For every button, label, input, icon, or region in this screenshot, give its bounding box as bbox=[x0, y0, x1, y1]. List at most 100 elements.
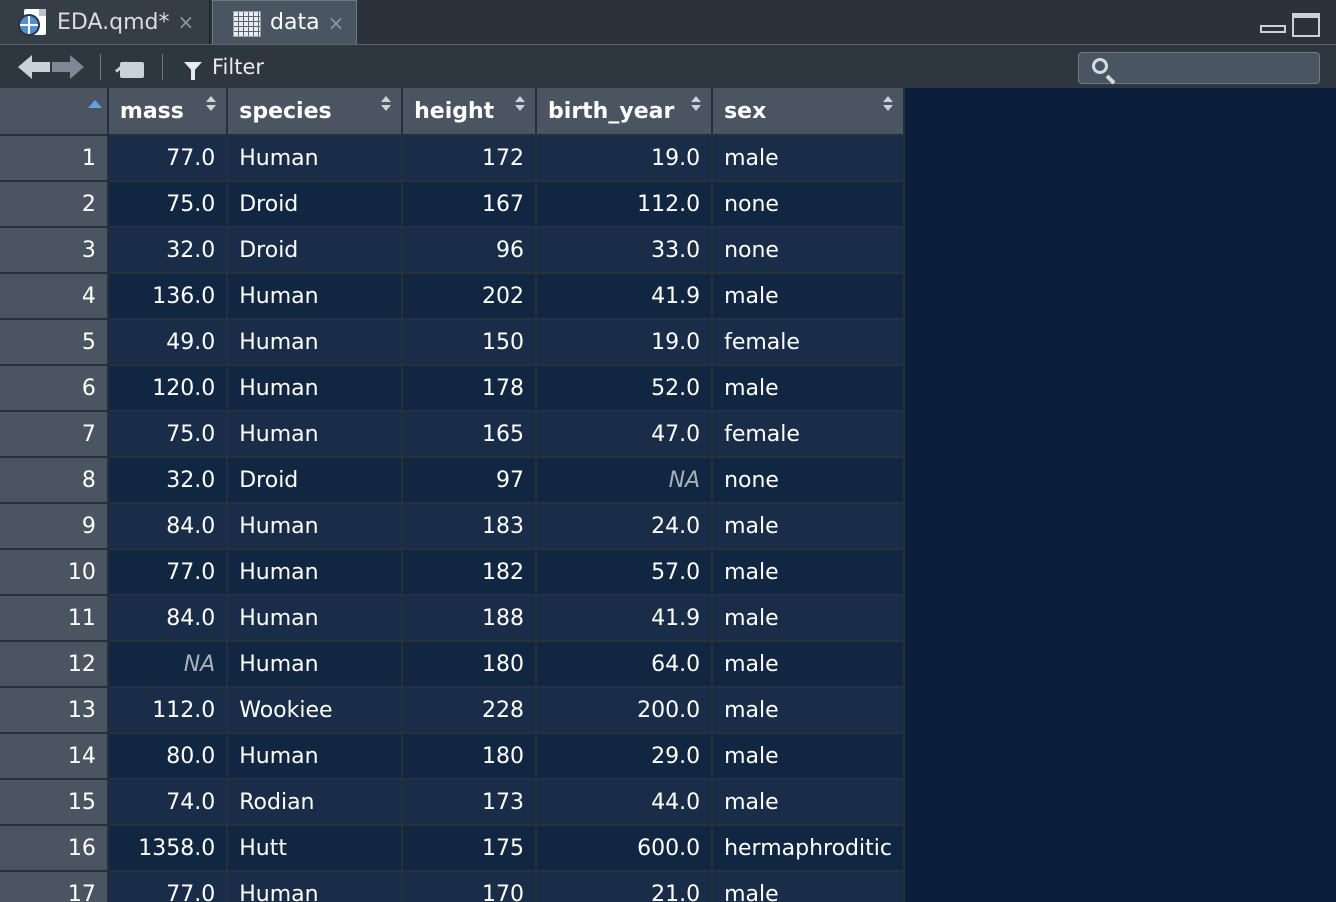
table-row[interactable]: 8 32.0 Droid 97 NA none bbox=[0, 458, 905, 504]
cell-species[interactable]: Human bbox=[228, 872, 404, 902]
cell-height[interactable]: 173 bbox=[403, 780, 538, 826]
cell-species[interactable]: Droid bbox=[228, 228, 404, 274]
table-row[interactable]: 6 120.0 Human 178 52.0 male bbox=[0, 366, 905, 412]
cell-sex[interactable]: male bbox=[713, 550, 905, 596]
cell-birth-year[interactable]: 29.0 bbox=[537, 734, 714, 780]
cell-mass[interactable]: 77.0 bbox=[108, 872, 229, 902]
cell-sex[interactable]: female bbox=[713, 320, 905, 366]
cell-species[interactable]: Human bbox=[228, 274, 404, 320]
cell-height[interactable]: 182 bbox=[403, 550, 538, 596]
cell-species[interactable]: Human bbox=[228, 366, 404, 412]
cell-species[interactable]: Droid bbox=[228, 182, 404, 228]
cell-height[interactable]: 175 bbox=[403, 826, 538, 872]
cell-height[interactable]: 165 bbox=[403, 412, 538, 458]
cell-height[interactable]: 180 bbox=[403, 642, 538, 688]
cell-birth-year[interactable]: 57.0 bbox=[537, 550, 714, 596]
data-table-viewport[interactable]: mass species height birth_year sex bbox=[0, 88, 905, 902]
table-row[interactable]: 9 84.0 Human 183 24.0 male bbox=[0, 504, 905, 550]
sort-icon[interactable] bbox=[691, 96, 702, 114]
cell-sex[interactable]: none bbox=[713, 228, 905, 274]
cell-birth-year[interactable]: 19.0 bbox=[537, 136, 714, 182]
cell-mass[interactable]: 84.0 bbox=[108, 504, 229, 550]
cell-mass[interactable]: 120.0 bbox=[108, 366, 229, 412]
cell-species[interactable]: Wookiee bbox=[228, 688, 404, 734]
cell-mass[interactable]: 49.0 bbox=[108, 320, 229, 366]
cell-sex[interactable]: male bbox=[713, 734, 905, 780]
cell-sex[interactable]: none bbox=[713, 458, 905, 504]
sort-icon[interactable] bbox=[515, 96, 526, 114]
column-header-mass[interactable]: mass bbox=[108, 88, 229, 136]
cell-height[interactable]: 228 bbox=[403, 688, 538, 734]
cell-sex[interactable]: male bbox=[713, 366, 905, 412]
cell-birth-year[interactable]: 21.0 bbox=[537, 872, 714, 902]
table-row[interactable]: 15 74.0 Rodian 173 44.0 male bbox=[0, 780, 905, 826]
cell-species[interactable]: Human bbox=[228, 412, 404, 458]
cell-sex[interactable]: male bbox=[713, 780, 905, 826]
cell-species[interactable]: Human bbox=[228, 642, 404, 688]
table-row[interactable]: 12 NA Human 180 64.0 male bbox=[0, 642, 905, 688]
cell-birth-year[interactable]: 41.9 bbox=[537, 596, 714, 642]
cell-height[interactable]: 150 bbox=[403, 320, 538, 366]
cell-mass[interactable]: 112.0 bbox=[108, 688, 229, 734]
table-row[interactable]: 11 84.0 Human 188 41.9 male bbox=[0, 596, 905, 642]
cell-height[interactable]: 167 bbox=[403, 182, 538, 228]
column-header-birth-year[interactable]: birth_year bbox=[537, 88, 714, 136]
table-row[interactable]: 7 75.0 Human 165 47.0 female bbox=[0, 412, 905, 458]
cell-sex[interactable]: male bbox=[713, 596, 905, 642]
cell-mass[interactable]: NA bbox=[108, 642, 229, 688]
forward-arrow-icon[interactable] bbox=[52, 53, 84, 81]
cell-height[interactable]: 202 bbox=[403, 274, 538, 320]
sort-icon[interactable] bbox=[381, 96, 392, 114]
cell-mass[interactable]: 136.0 bbox=[108, 274, 229, 320]
search-box[interactable] bbox=[1078, 52, 1320, 84]
tab-data[interactable]: data × bbox=[212, 0, 357, 44]
cell-sex[interactable]: none bbox=[713, 182, 905, 228]
cell-birth-year[interactable]: NA bbox=[537, 458, 714, 504]
cell-birth-year[interactable]: 47.0 bbox=[537, 412, 714, 458]
table-row[interactable]: 4 136.0 Human 202 41.9 male bbox=[0, 274, 905, 320]
cell-birth-year[interactable]: 24.0 bbox=[537, 504, 714, 550]
cell-birth-year[interactable]: 200.0 bbox=[537, 688, 714, 734]
sort-icon[interactable] bbox=[206, 96, 217, 114]
cell-height[interactable]: 172 bbox=[403, 136, 538, 182]
column-header-species[interactable]: species bbox=[228, 88, 404, 136]
filter-button[interactable]: Filter bbox=[184, 51, 264, 83]
close-icon[interactable]: × bbox=[327, 10, 345, 35]
cell-mass[interactable]: 84.0 bbox=[108, 596, 229, 642]
cell-species[interactable]: Human bbox=[228, 320, 404, 366]
cell-species[interactable]: Human bbox=[228, 734, 404, 780]
cell-sex[interactable]: female bbox=[713, 412, 905, 458]
cell-sex[interactable]: male bbox=[713, 136, 905, 182]
row-number-header[interactable] bbox=[0, 88, 109, 136]
cell-species[interactable]: Human bbox=[228, 550, 404, 596]
back-arrow-icon[interactable] bbox=[18, 53, 50, 81]
column-header-height[interactable]: height bbox=[403, 88, 538, 136]
cell-species[interactable]: Hutt bbox=[228, 826, 404, 872]
cell-sex[interactable]: male bbox=[713, 274, 905, 320]
cell-mass[interactable]: 75.0 bbox=[108, 412, 229, 458]
cell-mass[interactable]: 32.0 bbox=[108, 228, 229, 274]
cell-birth-year[interactable]: 64.0 bbox=[537, 642, 714, 688]
table-row[interactable]: 1 77.0 Human 172 19.0 male bbox=[0, 136, 905, 182]
cell-birth-year[interactable]: 33.0 bbox=[537, 228, 714, 274]
table-row[interactable]: 16 1358.0 Hutt 175 600.0 hermaphroditic bbox=[0, 826, 905, 872]
cell-species[interactable]: Rodian bbox=[228, 780, 404, 826]
tab-eda-qmd[interactable]: EDA.qmd* × bbox=[0, 0, 210, 44]
show-in-new-window-icon[interactable] bbox=[114, 54, 146, 80]
cell-sex[interactable]: hermaphroditic bbox=[713, 826, 905, 872]
table-row[interactable]: 13 112.0 Wookiee 228 200.0 male bbox=[0, 688, 905, 734]
cell-mass[interactable]: 1358.0 bbox=[108, 826, 229, 872]
cell-species[interactable]: Human bbox=[228, 136, 404, 182]
cell-birth-year[interactable]: 44.0 bbox=[537, 780, 714, 826]
column-header-sex[interactable]: sex bbox=[713, 88, 905, 136]
table-row[interactable]: 5 49.0 Human 150 19.0 female bbox=[0, 320, 905, 366]
cell-mass[interactable]: 77.0 bbox=[108, 136, 229, 182]
sort-icon[interactable] bbox=[883, 96, 893, 114]
cell-birth-year[interactable]: 41.9 bbox=[537, 274, 714, 320]
cell-mass[interactable]: 80.0 bbox=[108, 734, 229, 780]
cell-sex[interactable]: male bbox=[713, 872, 905, 902]
close-icon[interactable]: × bbox=[177, 10, 195, 34]
table-row[interactable]: 3 32.0 Droid 96 33.0 none bbox=[0, 228, 905, 274]
table-row[interactable]: 17 77.0 Human 170 21.0 male bbox=[0, 872, 905, 902]
cell-mass[interactable]: 32.0 bbox=[108, 458, 229, 504]
